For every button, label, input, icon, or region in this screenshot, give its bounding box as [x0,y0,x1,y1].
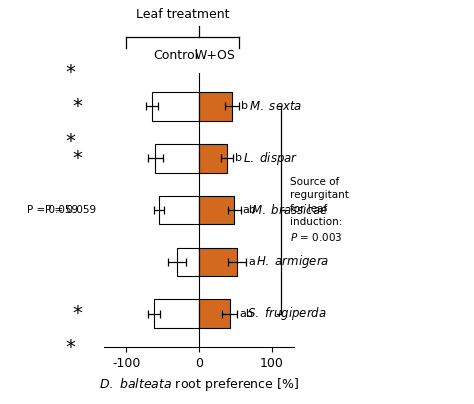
Text: *: * [73,149,82,168]
Text: ab: ab [243,205,257,215]
Text: $\it{M.\ brassicae}$: $\it{M.\ brassicae}$ [251,203,328,217]
Text: P = 0.059: P = 0.059 [45,205,96,215]
Text: *: * [73,304,82,323]
Text: P = 0.059: P = 0.059 [27,205,78,215]
X-axis label: $\it{D.\ balteata}$ root preference [%]: $\it{D.\ balteata}$ root preference [%] [99,376,299,393]
Bar [199,248,237,276]
Bar [154,299,199,328]
Bar [155,144,199,173]
Text: $\it{L.\ dispar}$: $\it{L.\ dispar}$ [243,150,298,167]
Text: $\it{S.\ frugiperda}$: $\it{S.\ frugiperda}$ [247,305,327,322]
Bar [152,92,199,121]
Text: ab: ab [239,309,253,319]
Text: *: * [65,132,75,151]
Text: Leaf treatment: Leaf treatment [136,8,229,21]
Text: Source of
regurgitant
for leaf
induction:
$P$ = 0.003: Source of regurgitant for leaf induction… [290,177,349,243]
Text: $\it{H.\ armigera}$: $\it{H.\ armigera}$ [256,253,329,270]
Bar [159,196,199,224]
Bar [199,299,230,328]
Text: *: * [73,97,82,116]
Text: b: b [241,101,248,112]
Text: *: * [65,338,75,357]
Bar [199,92,232,121]
Text: W+OS: W+OS [195,49,236,62]
Bar [199,196,234,224]
Text: b: b [235,153,242,163]
Text: Control: Control [153,49,198,62]
Bar [177,248,199,276]
Text: *: * [65,63,75,82]
Bar [199,144,227,173]
Text: $\it{M.\ sexta}$: $\it{M.\ sexta}$ [249,100,303,113]
Text: a: a [248,257,255,267]
